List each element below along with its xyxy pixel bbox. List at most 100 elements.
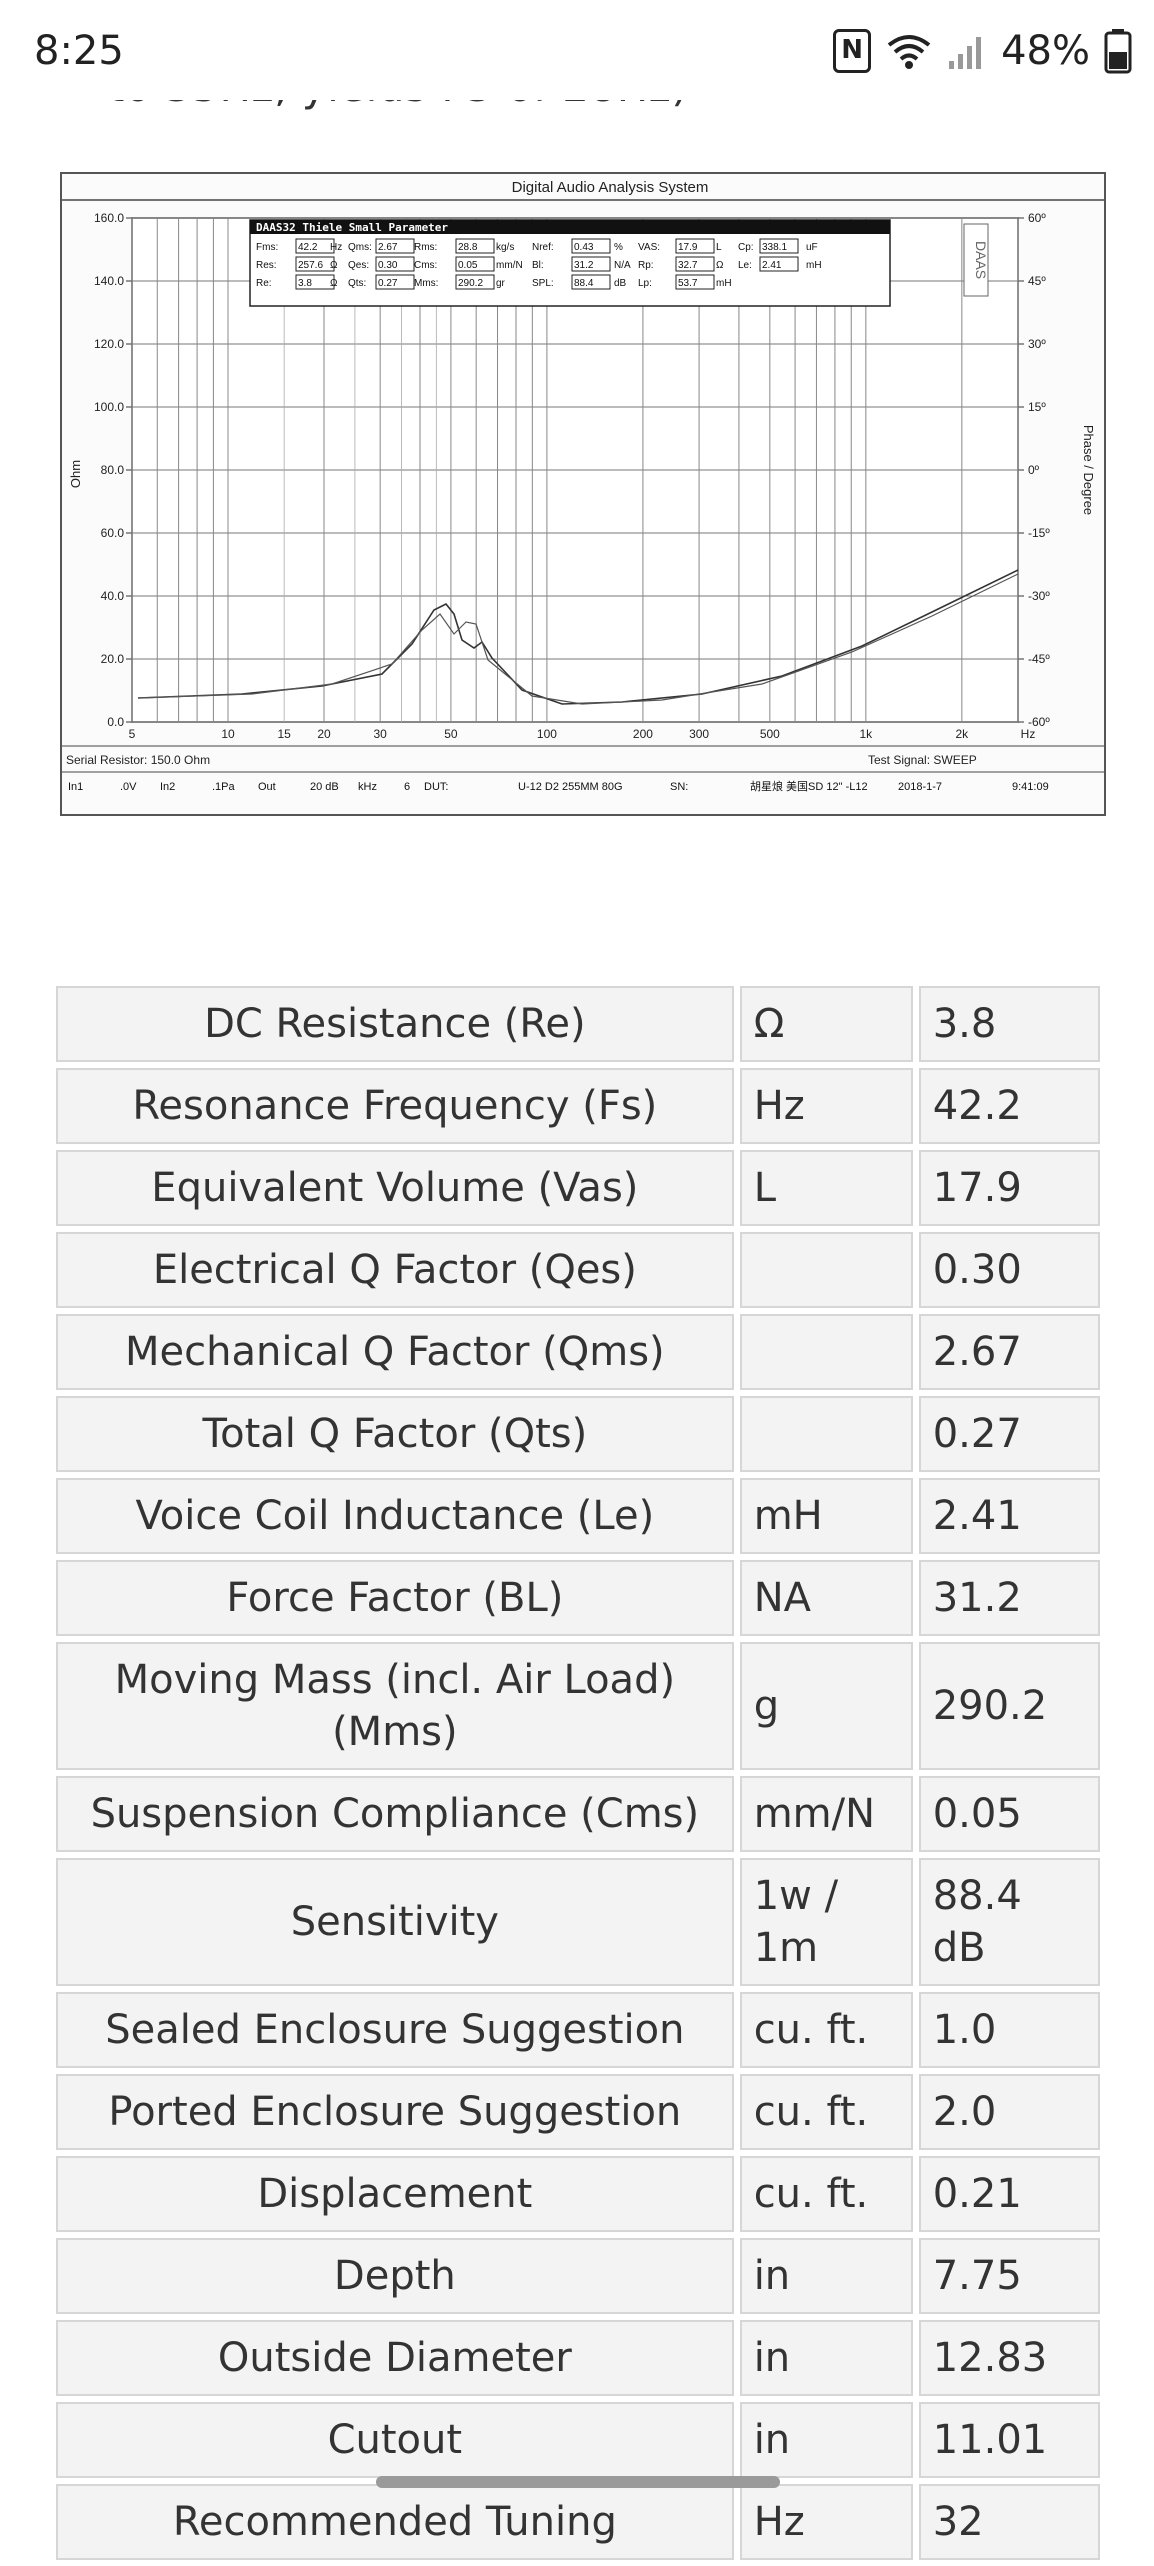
tsp-cell: gr: [496, 278, 506, 289]
spec-value: 0.30: [918, 1232, 1100, 1308]
impedance-chart-image: Digital Audio Analysis System 160.0 140.0…: [60, 172, 1106, 816]
footer-item: SN:: [670, 781, 688, 793]
spec-value: 3.8: [918, 986, 1100, 1062]
tsp-cell: kg/s: [496, 242, 514, 253]
spec-value: 32: [918, 2484, 1100, 2560]
y-tick-label: 60.0: [101, 526, 125, 540]
footer-item: .1Pa: [212, 781, 236, 793]
x-tick-label: 20: [317, 727, 331, 741]
serial-resistor: Serial Resistor: 150.0 Ohm: [66, 753, 210, 767]
x-tick-label: 30: [373, 727, 387, 741]
right-tick-label: 30º: [1028, 337, 1046, 351]
tsp-cell: Qes:: [348, 260, 369, 271]
spec-value: 1.0: [918, 1992, 1100, 2068]
spec-label: Voice Coil Inductance (Le): [56, 1478, 734, 1554]
spec-row: Electrical Q Factor (Qes) 0.30: [56, 1232, 1100, 1308]
brand-label: DAAS: [973, 241, 989, 279]
spec-label: Sensitivity: [56, 1858, 734, 1986]
right-tick-label: -15º: [1028, 526, 1050, 540]
tsp-cell: Fms:: [256, 242, 278, 253]
footer-item: U-12 D2 255MM 80G: [518, 781, 623, 793]
x-tick-label: Hz: [1021, 727, 1036, 741]
spec-value: 290.2: [918, 1642, 1100, 1770]
spec-label: Outside Diameter: [56, 2320, 734, 2396]
tsp-cell: 0.27: [378, 278, 398, 289]
spec-value: 0.05: [918, 1776, 1100, 1852]
tsp-cell: SPL:: [532, 278, 554, 289]
spec-row: Resonance Frequency (Fs) Hz 42.2: [56, 1068, 1100, 1144]
tsp-cell: Le:: [738, 260, 752, 271]
spec-unit: cu. ft.: [739, 1992, 913, 2068]
tsp-cell: Res:: [256, 260, 277, 271]
x-tick-label: 2k: [955, 727, 969, 741]
x-tick-label: 200: [633, 727, 653, 741]
spec-label: Equivalent Volume (Vas): [56, 1150, 734, 1226]
battery-icon: [1104, 29, 1132, 74]
tsp-cell: 257.6: [298, 260, 323, 271]
spec-row: Voice Coil Inductance (Le) mH 2.41: [56, 1478, 1100, 1554]
spec-label: Ported Enclosure Suggestion: [56, 2074, 734, 2150]
tsp-cell: 42.2: [298, 242, 318, 253]
spec-label: Moving Mass (incl. Air Load) (Mms): [56, 1642, 734, 1770]
spec-value: 17.9: [918, 1150, 1100, 1226]
tsp-cell: 53.7: [678, 278, 698, 289]
tsp-cell: Cms:: [414, 260, 437, 271]
footer-item: 9:41:09: [1012, 781, 1049, 793]
tsp-cell: 31.2: [574, 260, 594, 271]
footer-item: .0V: [120, 781, 137, 793]
spec-value: 2.0: [918, 2074, 1100, 2150]
spec-value: 12.83: [918, 2320, 1100, 2396]
spec-row: Depth in 7.75: [56, 2238, 1100, 2314]
footer-item: 6: [404, 781, 410, 793]
x-tick-label: 500: [760, 727, 780, 741]
tsp-cell: N/A: [614, 260, 631, 271]
tsp-cell: Bl:: [532, 260, 544, 271]
status-time: 8:25: [34, 28, 124, 74]
spec-row: Equivalent Volume (Vas) L 17.9: [56, 1150, 1100, 1226]
footer-item: 2018-1-7: [898, 781, 942, 793]
y-tick-label: 20.0: [101, 652, 125, 666]
tsp-cell: 338.1: [762, 242, 787, 253]
spec-row: DC Resistance (Re) Ω 3.8: [56, 986, 1100, 1062]
right-tick-label: -30º: [1028, 589, 1050, 603]
spec-label: Displacement: [56, 2156, 734, 2232]
spec-unit: cu. ft.: [739, 2074, 913, 2150]
tsp-cell: 32.7: [678, 260, 698, 271]
spec-row: Cutout in 11.01: [56, 2402, 1100, 2478]
specs-table: DC Resistance (Re) Ω 3.8 Resonance Frequenc…: [50, 980, 1106, 2566]
tsp-cell: dB: [614, 278, 627, 289]
spec-label: Recommended Tuning: [56, 2484, 734, 2560]
spec-row: Displacement cu. ft. 0.21: [56, 2156, 1100, 2232]
right-tick-label: -45º: [1028, 652, 1050, 666]
spec-value: 11.01: [918, 2402, 1100, 2478]
spec-value: 0.21: [918, 2156, 1100, 2232]
tsp-cell: Nref:: [532, 242, 554, 253]
tsp-cell: Rms:: [414, 242, 437, 253]
spec-label: DC Resistance (Re): [56, 986, 734, 1062]
spec-label: Cutout: [56, 2402, 734, 2478]
spec-unit: L: [739, 1150, 913, 1226]
home-indicator[interactable]: [376, 2476, 780, 2488]
spec-unit: in: [739, 2320, 913, 2396]
spec-label: Depth: [56, 2238, 734, 2314]
spec-label: Resonance Frequency (Fs): [56, 1068, 734, 1144]
spec-value: 31.2: [918, 1560, 1100, 1636]
spec-row: Outside Diameter in 12.83: [56, 2320, 1100, 2396]
tsp-cell: 28.8: [458, 242, 478, 253]
tsp-cell: Mms:: [414, 278, 438, 289]
y-axis-label: Ohm: [68, 460, 83, 488]
scan-title: Digital Audio Analysis System: [512, 179, 709, 196]
tsp-cell: Ω: [716, 260, 724, 271]
tsp-cell: mH: [716, 278, 732, 289]
spec-unit: NA: [739, 1560, 913, 1636]
x-tick-label: 100: [537, 727, 557, 741]
right-axis-label: Phase / Degree: [1081, 425, 1096, 515]
tsp-cell: 2.67: [378, 242, 398, 253]
tsp-cell: %: [614, 242, 623, 253]
spec-unit: [739, 1232, 913, 1308]
wifi-icon: [887, 35, 931, 69]
tsp-cell: Re:: [256, 278, 272, 289]
x-tick-label: 300: [689, 727, 709, 741]
footer-item: kHz: [358, 781, 377, 793]
tsp-cell: Rp:: [638, 260, 654, 271]
